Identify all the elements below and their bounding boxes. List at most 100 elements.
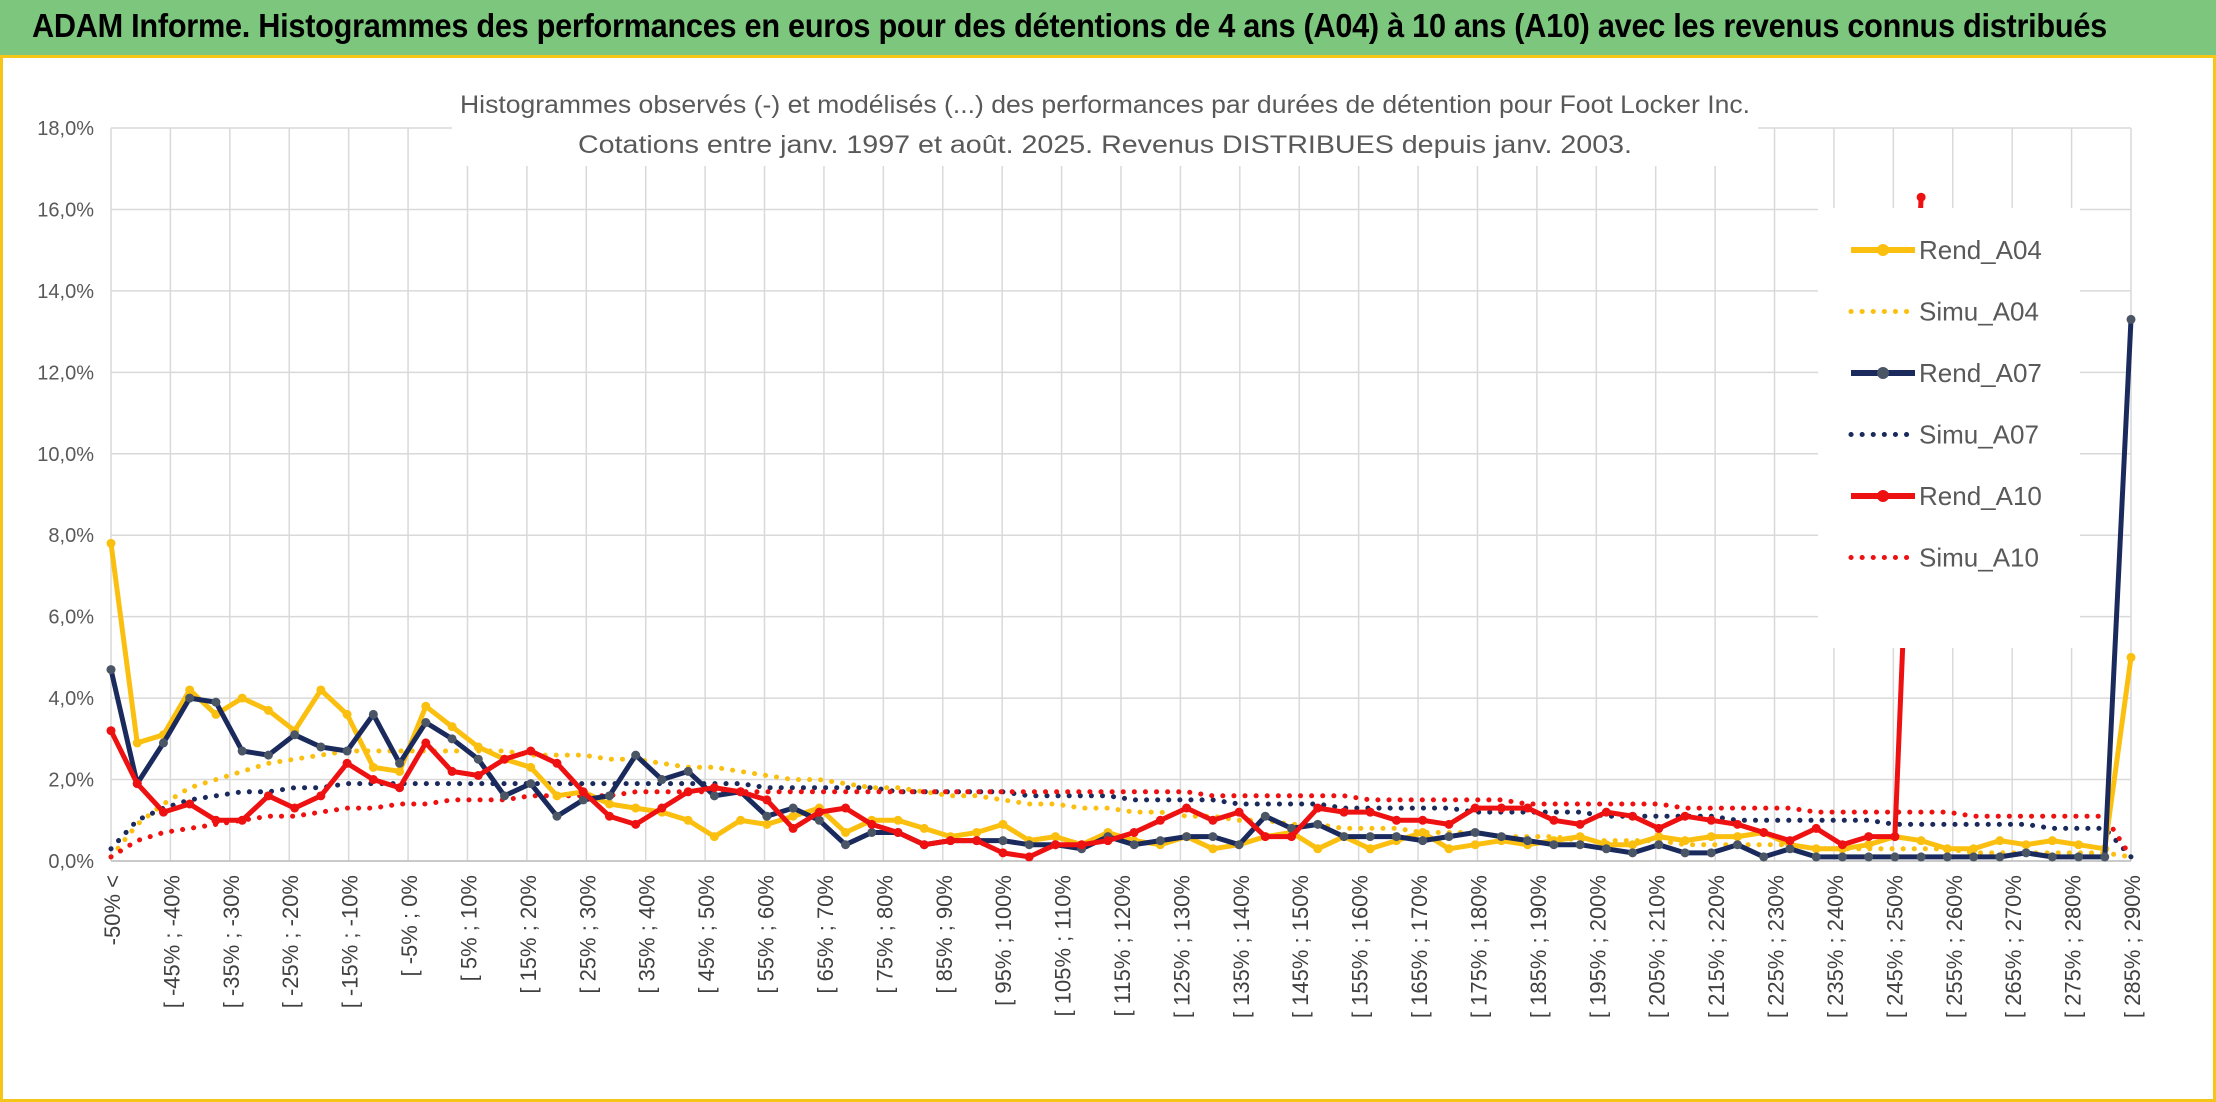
legend-label: Simu_A07 [1919,420,2039,450]
data-point [263,705,273,715]
data-point [2100,852,2110,862]
y-tick-label: 10,0% [37,444,94,466]
data-point [1523,836,1533,846]
data-point [1050,840,1060,850]
data-point [1208,844,1218,854]
data-point [867,827,877,837]
data-point [1837,840,1847,850]
data-point [683,815,693,825]
x-tick-label: [ -5% ; 0% [397,875,422,976]
data-point [972,827,982,837]
data-point [526,779,536,789]
data-point [2021,848,2031,858]
data-point [106,538,116,548]
x-tick-label: [ 135% ; 140% [1229,875,1254,1018]
data-point [631,803,641,813]
data-point [578,795,588,805]
x-tick-label: [ 235% ; 240% [1823,875,1848,1018]
y-tick-label: 16,0% [37,199,94,221]
data-point [263,791,273,801]
data-point [709,832,719,842]
report-banner: ADAM Informe. Histogrammes des performan… [0,0,2216,58]
data-point [211,815,221,825]
x-tick-label: [ 145% ; 150% [1288,875,1313,1018]
data-point [1575,840,1585,850]
legend-label: Simu_A10 [1919,543,2039,573]
data-point [657,803,667,813]
legend-label: Simu_A04 [1919,297,2039,327]
data-point [1418,827,1428,837]
x-tick-label: [ 45% ; 50% [694,875,719,994]
data-point [1601,844,1611,854]
x-tick-label: [ -45% ; -40% [159,875,184,1008]
series-line [108,197,1924,860]
data-point [1313,803,1323,813]
data-point [473,742,483,752]
x-tick-label: [ 75% ; 80% [872,875,897,994]
data-point [604,811,614,821]
x-tick-label: [ -35% ; -30% [219,875,244,1008]
data-point [1313,844,1323,854]
data-point [342,709,352,719]
data-point [2047,836,2057,846]
x-tick-label: [ 205% ; 210% [1645,875,1670,1018]
x-tick-label: [ -15% ; -10% [338,875,363,1008]
data-point [762,819,772,829]
data-point [1155,815,1165,825]
x-tick-label: [ 185% ; 190% [1526,875,1551,1018]
data-point [342,746,352,756]
data-point [1208,815,1218,825]
x-tick-label: [ 215% ; 220% [1704,875,1729,1018]
data-point [1077,840,1087,850]
data-point [893,815,903,825]
data-point [526,762,536,772]
x-tick-label: [ 275% ; 280% [2061,875,2086,1018]
x-tick-label: [ 125% ; 130% [1169,875,1194,1018]
report-title: ADAM Informe. Histogrammes des performan… [32,7,2107,44]
data-point [604,791,614,801]
data-point [604,799,614,809]
data-point [1995,836,2005,846]
y-tick-label: 2,0% [48,770,94,792]
data-point [552,758,562,768]
x-tick-label: [ 115% ; 120% [1110,875,1135,1016]
data-point [1339,807,1349,817]
data-point [1969,852,1979,862]
data-point [1942,852,1952,862]
y-tick-label: 0,0% [48,851,94,873]
data-point [316,791,326,801]
data-point [1654,832,1664,842]
y-tick-label: 8,0% [48,525,94,547]
data-point [919,840,929,850]
data-point [998,819,1008,829]
x-tick-label: [ 195% ; 200% [1585,875,1610,1018]
legend-marker [1877,490,1889,502]
data-point [972,836,982,846]
data-point [788,803,798,813]
data-point [500,754,510,764]
data-point [1391,832,1401,842]
data-point [395,758,405,768]
x-tick-label: [ 285% ; 290% [2120,875,2145,1018]
data-point [657,775,667,785]
data-point [316,685,326,695]
data-point [1444,832,1454,842]
data-point [1260,811,1270,821]
data-point [1916,836,1926,846]
data-point [421,738,431,748]
legend-label: Rend_A10 [1919,481,2042,511]
data-point [1050,832,1060,842]
data-point [841,803,851,813]
legend-label: Rend_A04 [1919,235,2042,265]
data-point [1418,836,1428,846]
data-point [1680,848,1690,858]
data-point [473,754,483,764]
data-point [290,803,300,813]
data-point [1732,840,1742,850]
data-point [1549,815,1559,825]
data-point [1470,827,1480,837]
data-point [814,815,824,825]
chart-title: Histogrammes observés (-) et modélisés (… [460,91,1750,119]
data-point [1654,823,1664,833]
legend-item-simu-a07: Simu_A07 [1848,420,2039,450]
